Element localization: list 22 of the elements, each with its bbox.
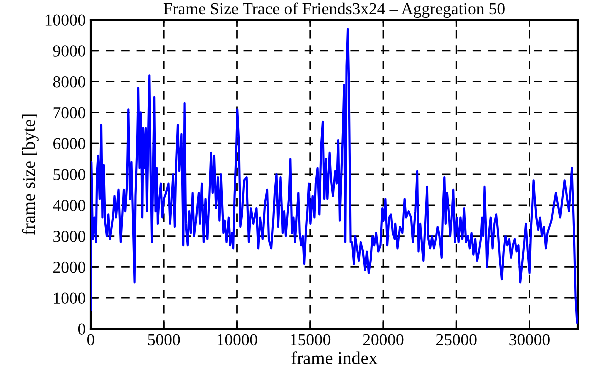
y-axis-title: frame size [byte] [22,114,39,236]
y-tick-label: 9000 [53,46,86,57]
line-series [91,28,578,324]
x-tick-label: 0 [87,334,95,346]
y-tick-label: 6000 [54,138,86,150]
x-tick-label: 25000 [436,334,477,346]
y-tick-label: 3000 [54,231,86,242]
y-tick-label: 7000 [54,107,86,119]
x-axis-title: frame index [292,352,378,364]
x-tick-label: 20000 [363,334,404,346]
x-tick-label: 30000 [510,334,550,346]
y-tick-label: 1000 [54,292,86,304]
y-tick-label: 4000 [53,200,86,212]
x-tick-label: 10000 [218,334,258,346]
y-tick-label: 8000 [53,76,86,88]
y-tick-label: 5000 [54,169,86,180]
y-tick-label: 10000 [46,14,86,26]
x-tick-label: 5000 [148,334,180,346]
chart-title: Frame Size Trace of Friends3x24 – Aggregation 50 [164,2,505,18]
y-tick-label: 2000 [54,262,86,274]
x-tick-label: 15000 [291,334,331,346]
y-tick-label: 0 [78,324,86,335]
